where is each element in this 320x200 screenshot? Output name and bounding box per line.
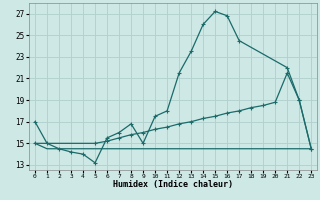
X-axis label: Humidex (Indice chaleur): Humidex (Indice chaleur) [113, 180, 233, 189]
